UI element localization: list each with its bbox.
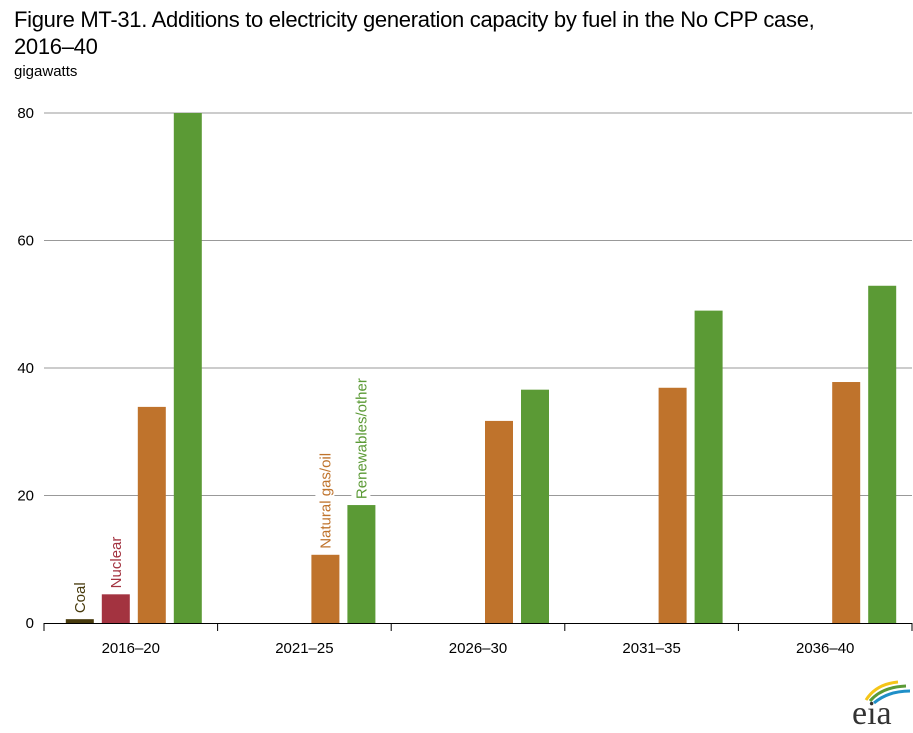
bar-natural-gas-oil-2031–35 [658,387,687,623]
series-label-text: Nuclear [108,537,125,589]
y-tick-label: 0 [26,615,34,632]
x-tick-label: 2026–30 [449,640,507,657]
x-tick-label: 2016–20 [102,640,160,657]
y-tick-label: 80 [17,105,34,122]
eia-logo-icon: eia [852,680,911,732]
series-label-text: Natural gas/oil [317,453,334,549]
y-axis-unit-label: gigawatts [14,63,78,80]
series-label-background [315,450,335,551]
series-label-natural-gas-oil: Natural gas/oil [315,450,335,551]
series-label-background [105,534,125,591]
chart-title-line-2: 2016–40 [14,34,98,59]
x-tick-label: 2031–35 [622,640,680,657]
bar-renewables-other-2036–40 [868,285,897,623]
series-labels: Coal Nuclear Natural gas/oil Renewables/oth… [69,376,371,616]
bar-nuclear-2016–20 [101,594,130,623]
chart-title-line-1: Figure MT-31. Additions to electricity g… [14,7,815,32]
bar-renewables-other-2031–35 [694,310,723,623]
bars [65,113,897,623]
chart-title: Figure MT-31. Additions to electricity g… [14,6,913,60]
bar-renewables-other-2021–25 [347,505,376,623]
y-tick-label: 40 [17,360,34,377]
y-tick-label: 20 [17,488,34,505]
bar-coal-2016–20 [65,619,94,623]
series-label-nuclear: Nuclear [105,534,125,591]
bar-natural-gas-oil-2021–25 [311,554,340,623]
bar-renewables-other-2016–20 [173,113,202,623]
y-tick-label: 60 [17,233,34,250]
y-axis-ticks: 0 20 40 60 80 [17,105,34,632]
series-label-background [69,580,89,616]
bar-natural-gas-oil-2036–40 [832,382,861,623]
bar-renewables-other-2026–30 [521,389,549,623]
series-label-renewables-other: Renewables/other [351,376,371,502]
eia-logo-text: eia [852,695,892,728]
series-label-background [351,376,371,502]
bar-natural-gas-oil-2016–20 [137,406,166,623]
bar-natural-gas-oil-2026–30 [485,420,513,623]
x-tick-label: 2036–40 [796,640,854,657]
series-label-text: Renewables/other [353,378,370,499]
series-label-coal: Coal [69,580,89,616]
x-tick-label: 2021–25 [275,640,333,657]
x-axis: 2016–20 2021–25 2026–30 2031–35 2036–40 [43,623,913,657]
series-label-text: Coal [72,582,89,613]
eia-logo: eia [846,676,912,732]
